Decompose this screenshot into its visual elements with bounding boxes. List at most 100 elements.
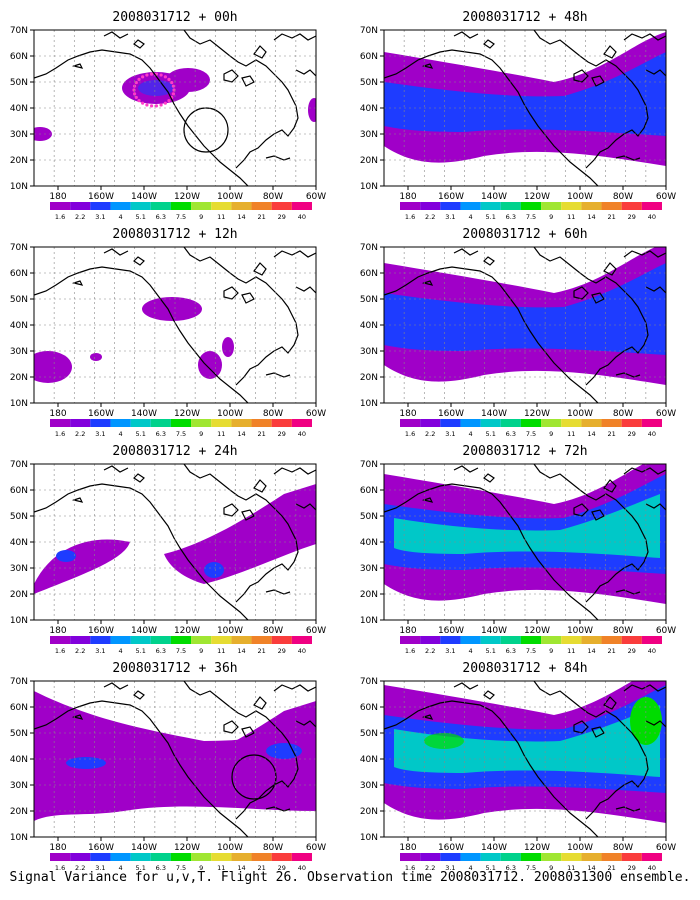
lon-tick-label: 80W (263, 843, 283, 853)
colorbar-swatch (460, 853, 481, 861)
lon-tick-label: 120W (174, 626, 200, 636)
colorbar-swatch (130, 636, 151, 644)
colorbar-swatch (541, 202, 562, 210)
colorbar-label: 29 (278, 430, 286, 438)
colorbar-label: 3.1 (445, 213, 455, 221)
panel-title: 2008031712 + 48h (462, 10, 587, 25)
colorbar-swatch (460, 419, 481, 427)
colorbar-swatch (70, 202, 91, 210)
lat-tick-label: 70N (10, 26, 28, 36)
lat-lon-grid (34, 247, 316, 403)
colorbar-label: 2.2 (425, 864, 435, 872)
lat-tick-label: 50N (10, 512, 28, 522)
lon-tick-label: 60W (656, 626, 676, 636)
lat-tick-label: 10N (10, 616, 28, 626)
colorbar-swatch (400, 202, 421, 210)
colorbar: 1.6 2.2 3.1 4 5.1 6.3 7.5 9 11 14 21 29 40 (50, 419, 312, 438)
lon-tick-label: 100W (567, 843, 593, 853)
lon-tick-label: 160W (88, 626, 114, 636)
colorbar-label: 11 (217, 213, 225, 221)
colorbar-label: 14 (237, 213, 245, 221)
colorbar-label: 29 (278, 647, 286, 655)
colorbar-swatch (621, 202, 642, 210)
lon-tick-label: 180 (49, 626, 66, 636)
colorbar-swatch (231, 636, 252, 644)
colorbar-label: 6.3 (156, 864, 166, 872)
colorbar-swatch (601, 636, 622, 644)
colorbar-swatch (150, 202, 171, 210)
lat-tick-label: 20N (360, 373, 378, 383)
lat-lon-grid (34, 464, 316, 620)
colorbar-label: 21 (607, 647, 615, 655)
colorbar-label: 4 (118, 213, 122, 221)
lon-tick-label: 160W (438, 409, 464, 419)
colorbar-swatch (601, 419, 622, 427)
colorbar-label: 21 (257, 430, 265, 438)
lon-tick-label: 60W (656, 843, 676, 853)
colorbar-swatch (480, 853, 501, 861)
lon-tick-label: 140W (131, 192, 157, 202)
variance-field (384, 464, 666, 620)
colorbar-swatch (170, 419, 192, 427)
colorbar-swatch (400, 419, 421, 427)
lat-tick-label: 30N (10, 564, 28, 574)
lat-tick-label: 30N (360, 347, 378, 357)
colorbar-label: 7.5 (176, 213, 186, 221)
lat-tick-label: 60N (10, 52, 28, 62)
colorbar-swatch (271, 636, 292, 644)
colorbar-label: 9 (199, 864, 203, 872)
lon-tick-label: 140W (481, 192, 507, 202)
lat-tick-label: 40N (10, 104, 28, 114)
colorbar-swatch (291, 419, 312, 427)
colorbar-swatch (520, 636, 542, 644)
map-panel-7: 2008031712 + 84h 10N 20N 30N 40N 50N 60N 70N 180… (360, 661, 676, 872)
colorbar: 1.6 2.2 3.1 4 5.1 6.3 7.5 9 11 14 21 29 40 (400, 419, 662, 438)
colorbar-swatch (90, 636, 111, 644)
colorbar-swatch (621, 853, 642, 861)
colorbar-label: 40 (298, 213, 306, 221)
lon-tick-label: 180 (49, 843, 66, 853)
colorbar-swatch (420, 636, 441, 644)
lat-tick-label: 10N (360, 833, 378, 843)
colorbar-label: 29 (628, 213, 636, 221)
colorbar-label: 1.6 (405, 647, 415, 655)
colorbar-label: 4 (118, 647, 122, 655)
lon-tick-label: 180 (49, 409, 66, 419)
colorbar-label: 6.3 (506, 864, 516, 872)
colorbar-label: 3.1 (95, 864, 105, 872)
lat-tick-label: 20N (360, 807, 378, 817)
colorbar-label: 7.5 (526, 430, 536, 438)
colorbar-label: 2.2 (425, 213, 435, 221)
colorbar-label: 1.6 (405, 213, 415, 221)
map-panel-3: 2008031712 + 60h 10N 20N 30N 40N 50N 60N 70N 180… (360, 227, 676, 438)
colorbar-swatch (291, 636, 312, 644)
colorbar-swatch (440, 853, 461, 861)
colorbar-swatch (251, 202, 272, 210)
lat-lon-grid (384, 681, 666, 837)
lat-tick-label: 50N (10, 295, 28, 305)
colorbar-swatch (420, 853, 441, 861)
colorbar-swatch (500, 419, 521, 427)
colorbar-swatch (500, 853, 521, 861)
colorbar-swatch (110, 853, 131, 861)
lat-lon-grid (34, 681, 316, 837)
map-panel-2: 2008031712 + 12h 10N 20N 30N 40N 50N 60N 70N 180… (10, 227, 326, 438)
lon-tick-label: 140W (481, 626, 507, 636)
colorbar-label: 2.2 (75, 213, 85, 221)
lat-tick-label: 50N (10, 729, 28, 739)
colorbar-label: 11 (567, 864, 575, 872)
lon-tick-label: 100W (567, 409, 593, 419)
colorbar-swatch (440, 636, 461, 644)
colorbar-label: 7.5 (526, 647, 536, 655)
lat-tick-label: 40N (360, 538, 378, 548)
colorbar-label: 5.1 (486, 647, 496, 655)
colorbar-label: 29 (628, 647, 636, 655)
colorbar-label: 40 (648, 213, 656, 221)
colorbar-swatch (110, 202, 131, 210)
lon-tick-label: 60W (306, 843, 326, 853)
colorbar-swatch (50, 202, 71, 210)
colorbar-label: 2.2 (75, 864, 85, 872)
variance-field (384, 681, 666, 837)
lat-tick-label: 70N (360, 677, 378, 687)
